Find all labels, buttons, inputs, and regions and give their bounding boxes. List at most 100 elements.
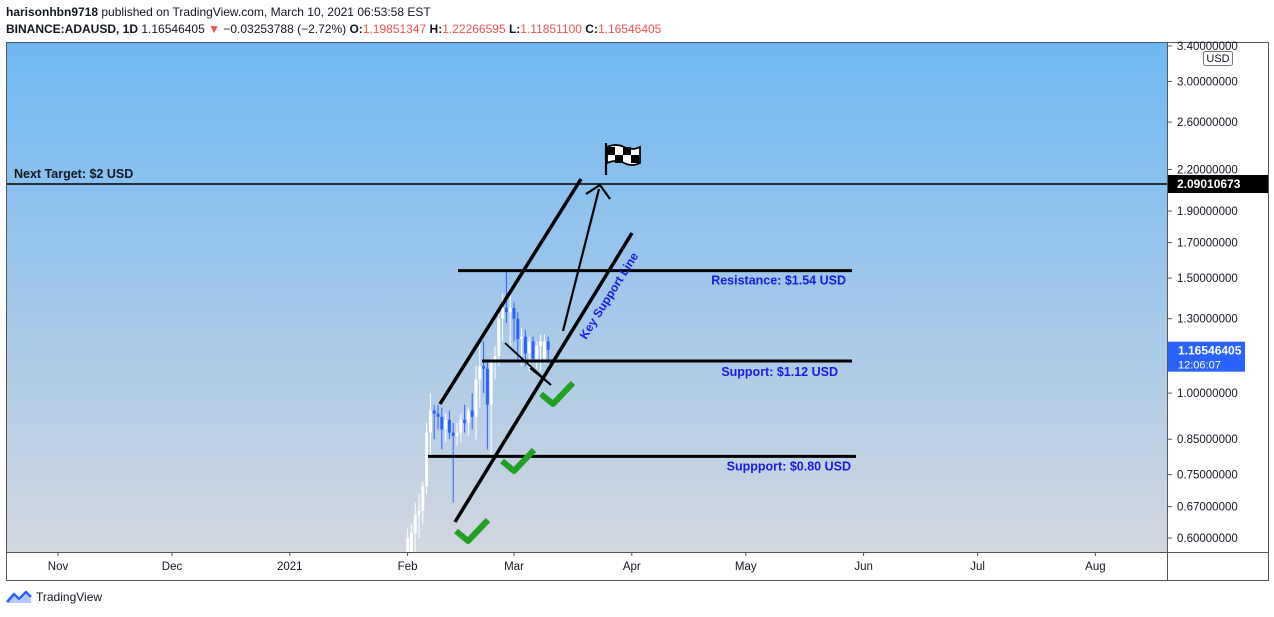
- next-target-label: Next Target: $2 USD: [14, 167, 133, 181]
- y-tick-label: 0.85000000: [1177, 434, 1238, 446]
- x-tick-label: Dec: [162, 561, 183, 573]
- tradingview-brand[interactable]: TradingView: [6, 590, 102, 604]
- candle-body: [546, 341, 550, 350]
- candle-body: [428, 410, 432, 433]
- currency-badge-label: USD: [1206, 53, 1229, 65]
- candle-body: [504, 307, 508, 313]
- candle-body: [512, 307, 516, 319]
- candle-body: [440, 416, 444, 430]
- projection-arrowhead: [585, 183, 611, 200]
- last-price: 1.16546405: [141, 22, 205, 36]
- change-value: −0.03253788 (−2.72%): [223, 22, 347, 36]
- plot-area[interactable]: [7, 43, 1167, 552]
- countdown-label: 12:06:07: [1178, 360, 1221, 372]
- candle-body: [493, 355, 497, 361]
- candle-body: [425, 432, 429, 487]
- y-tick-label: 0.67000000: [1177, 502, 1238, 514]
- change-arrow-icon: ▼: [208, 22, 220, 36]
- open-label: O:: [349, 22, 363, 36]
- candle-body: [421, 486, 425, 511]
- y-tick-label: 0.60000000: [1177, 533, 1238, 545]
- candle-body: [466, 410, 470, 423]
- x-tick-label: Jul: [970, 561, 985, 573]
- candle-body: [523, 336, 527, 354]
- support-label-2: Suppport: $0.80 USD: [727, 459, 851, 473]
- y-tick-label: 2.60000000: [1177, 117, 1238, 129]
- last-price-badge: [1168, 341, 1245, 372]
- wedge-line-lower: [529, 367, 552, 386]
- low-label: L:: [508, 22, 521, 36]
- candle-body: [527, 341, 531, 354]
- channel-upper-line: [438, 178, 583, 405]
- candle-body: [478, 366, 482, 380]
- candle-body: [470, 410, 474, 417]
- candle-body: [497, 318, 501, 356]
- candle-body: [444, 419, 448, 430]
- y-tick-label: 3.40000000: [1177, 41, 1238, 53]
- candle-body: [501, 307, 505, 319]
- drawings: Next Target: $2 USD Resistance: $1.54 USD…: [7, 143, 1167, 544]
- y-axis[interactable]: 3.40000000 3.00000000 2.60000000 2.20000000…: [1167, 41, 1238, 545]
- flag-checker: [631, 155, 639, 163]
- candle-body: [451, 432, 455, 436]
- high-label: H:: [429, 22, 443, 36]
- x-axis[interactable]: Nov Dec 2021 Feb Mar Apr May Jun Jul Aug: [48, 552, 1106, 573]
- candle-body: [520, 336, 524, 340]
- target-price-label: 2.09010673: [1177, 177, 1241, 191]
- candle-body: [485, 368, 489, 405]
- price-labels: 2.09010673 1.16546405 12:06:07: [1168, 175, 1268, 372]
- projection-arrow-line: [561, 188, 601, 332]
- last-price-label: 1.16546405: [1178, 344, 1242, 358]
- ohlc-legend: BINANCE:ADAUSD, 1D 1.16546405 ▼ −0.03253…: [6, 22, 661, 36]
- candle-body: [463, 419, 467, 423]
- currency-badge: USD: [1203, 51, 1233, 66]
- check-mark-icon: [500, 447, 537, 474]
- y-tick-label: 2.20000000: [1177, 164, 1238, 176]
- candle-body: [432, 410, 436, 414]
- checkered-flag-icon: [604, 143, 641, 175]
- x-tick-label: Feb: [398, 561, 418, 573]
- candle-body: [455, 432, 459, 436]
- candles: [406, 270, 550, 552]
- chart-border: [6, 42, 1269, 581]
- y-tick-label: 3.00000000: [1177, 77, 1238, 89]
- x-tick-label: 2021: [277, 561, 303, 573]
- x-tick-label: Nov: [48, 561, 69, 573]
- y-tick-label: 1.00000000: [1177, 388, 1238, 400]
- candle-body: [482, 366, 486, 369]
- candle-body: [409, 533, 413, 552]
- author-name[interactable]: harisonhbn9718: [6, 5, 99, 19]
- y-tick-label: 1.70000000: [1177, 238, 1238, 250]
- target-price-badge: [1168, 175, 1268, 194]
- y-tick-label: 1.90000000: [1177, 206, 1238, 218]
- candle-body: [406, 538, 410, 552]
- x-tick-label: May: [735, 561, 757, 573]
- tradingview-logo-icon: [6, 590, 32, 603]
- close-label: C:: [585, 22, 598, 36]
- candle-body: [516, 318, 520, 340]
- flag-checker: [607, 147, 615, 155]
- currency-badge-box: [1203, 51, 1233, 66]
- brand-name: TradingView: [36, 590, 103, 604]
- symbol-label: BINANCE:ADAUSD, 1D: [6, 22, 139, 36]
- candle-body: [489, 360, 493, 405]
- y-tick-label: 1.30000000: [1177, 314, 1238, 326]
- y-tick-label: 0.75000000: [1177, 470, 1238, 482]
- x-tick-label: Aug: [1085, 561, 1105, 573]
- candle-body: [535, 346, 539, 359]
- flag-checker: [615, 155, 623, 163]
- high-value: 1.22266595: [442, 22, 506, 36]
- resistance-label: Resistance: $1.54 USD: [711, 274, 846, 288]
- x-tick-label: Mar: [504, 561, 524, 573]
- x-tick-label: Jun: [854, 561, 873, 573]
- x-tick-label: Apr: [623, 561, 641, 573]
- candle-body: [474, 379, 478, 417]
- support-label-1: Support: $1.12 USD: [721, 365, 838, 379]
- candle-body: [539, 341, 543, 347]
- y-tick-label: 1.50000000: [1177, 273, 1238, 285]
- candle-body: [508, 307, 512, 313]
- candle-body: [531, 341, 535, 359]
- check-mark-icon: [539, 380, 576, 407]
- publish-info: harisonhbn9718 published on TradingView.…: [6, 5, 431, 19]
